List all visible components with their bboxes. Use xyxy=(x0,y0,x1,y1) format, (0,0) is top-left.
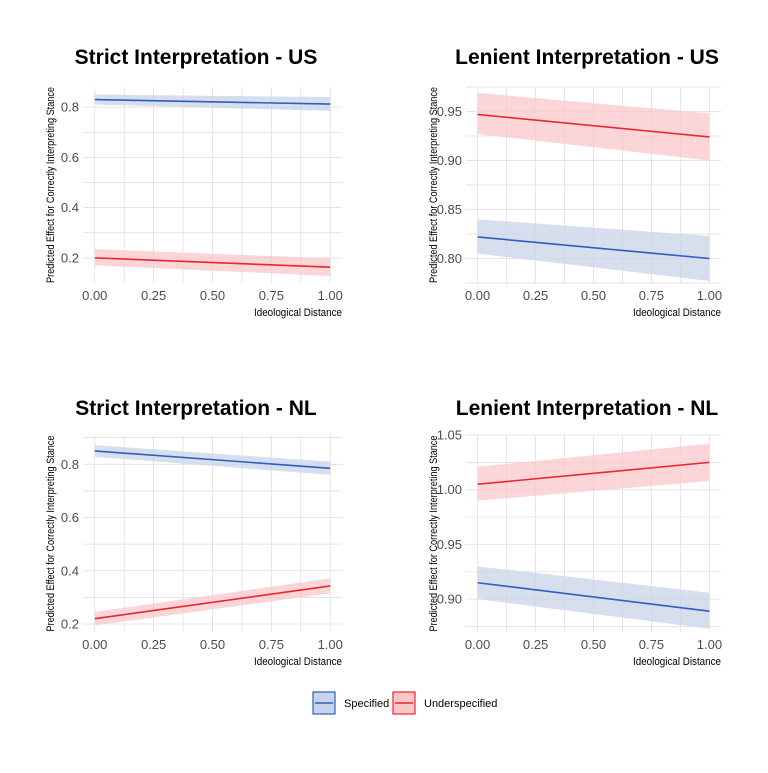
legend-item-underspecified: Underspecified xyxy=(392,691,497,715)
y-tick-label: 0.95 xyxy=(437,537,462,552)
y-tick-label: 1.05 xyxy=(437,428,462,443)
chart-title: Strict Interpretation - US xyxy=(75,46,318,69)
x-axis-label: Ideological Distance xyxy=(633,307,721,319)
y-tick-label: 0.4 xyxy=(61,563,79,578)
confidence-band-specified xyxy=(94,94,331,111)
y-tick-label: 0.90 xyxy=(437,153,462,168)
y-tick-label: 0.90 xyxy=(437,592,462,607)
series-line-underspecified xyxy=(94,257,331,268)
x-tick-label: 1.00 xyxy=(318,288,343,303)
confidence-band-underspecified xyxy=(477,443,710,501)
x-tick-label: 0.25 xyxy=(523,288,548,303)
chart-title: Strict Interpretation - NL xyxy=(75,397,317,420)
x-tick-label: 0.25 xyxy=(141,637,166,652)
x-tick-label: 1.00 xyxy=(697,637,722,652)
series-line-specified xyxy=(94,450,331,470)
y-tick-label: 0.95 xyxy=(437,104,462,119)
series-line-specified xyxy=(94,98,331,105)
x-axis-label: Ideological Distance xyxy=(633,656,721,668)
y-tick-label: 1.00 xyxy=(437,482,462,497)
series-line-underspecified xyxy=(477,113,710,138)
y-axis-label: Predicted Effect for Correctly Interpret… xyxy=(428,87,440,283)
legend-label: Specified xyxy=(344,698,389,710)
legend: Specified Underspecified xyxy=(312,691,497,715)
confidence-band-specified xyxy=(477,219,710,282)
series-line-specified xyxy=(477,236,710,260)
x-tick-label: 0.00 xyxy=(82,637,107,652)
y-tick-label: 0.85 xyxy=(437,202,462,217)
chart-panel-3: Strict Interpretation - NL 0.00 0.25 0.50 0.… xyxy=(45,397,343,668)
y-tick-label: 0.2 xyxy=(61,250,79,265)
x-tick-label: 0.50 xyxy=(200,288,225,303)
x-tick-label: 0.75 xyxy=(259,637,284,652)
x-tick-label: 0.75 xyxy=(259,288,284,303)
x-tick-label: 1.00 xyxy=(697,288,722,303)
confidence-band-underspecified xyxy=(477,92,710,161)
series-line-specified xyxy=(477,581,710,612)
y-tick-label: 0.8 xyxy=(61,457,79,472)
chart-title: Lenient Interpretation - NL xyxy=(456,397,719,420)
y-axis-label: Predicted Effect for Correctly Interpret… xyxy=(45,436,57,632)
x-tick-label: 0.25 xyxy=(141,288,166,303)
legend-label: Underspecified xyxy=(424,698,497,710)
x-tick-label: 0.25 xyxy=(523,637,548,652)
x-tick-label: 0.75 xyxy=(639,288,664,303)
x-tick-label: 0.00 xyxy=(82,288,107,303)
series-line-underspecified xyxy=(94,585,331,620)
chart-title: Lenient Interpretation - US xyxy=(455,46,719,69)
y-axis-label: Predicted Effect for Correctly Interpret… xyxy=(45,87,57,283)
chart-panel-4: Lenient Interpretation - NL 0.00 0.25 0.50 0… xyxy=(428,397,722,668)
x-axis-label: Ideological Distance xyxy=(254,656,342,668)
y-tick-label: 0.8 xyxy=(61,100,79,115)
y-axis-label: Predicted Effect for Correctly Interpret… xyxy=(428,436,440,632)
y-tick-label: 0.2 xyxy=(61,617,79,632)
y-tick-label: 0.6 xyxy=(61,150,79,165)
x-tick-label: 1.00 xyxy=(318,637,343,652)
x-tick-label: 0.50 xyxy=(200,637,225,652)
x-axis-label: Ideological Distance xyxy=(254,307,342,319)
chart-panel-2: Lenient Interpretation - US 0.00 0.25 0.50 0… xyxy=(428,46,722,319)
x-tick-label: 0.00 xyxy=(465,637,490,652)
series-line-underspecified xyxy=(477,461,710,486)
y-tick-label: 0.80 xyxy=(437,251,462,266)
x-tick-label: 0.00 xyxy=(465,288,490,303)
x-tick-label: 0.75 xyxy=(639,637,664,652)
y-tick-label: 0.4 xyxy=(61,200,79,215)
x-tick-label: 0.50 xyxy=(581,288,606,303)
chart-panel-1: Strict Interpretation - US 0.00 0.25 0.50 0.… xyxy=(45,46,343,319)
y-tick-label: 0.6 xyxy=(61,510,79,525)
legend-item-specified: Specified xyxy=(312,691,389,715)
x-tick-label: 0.50 xyxy=(581,637,606,652)
